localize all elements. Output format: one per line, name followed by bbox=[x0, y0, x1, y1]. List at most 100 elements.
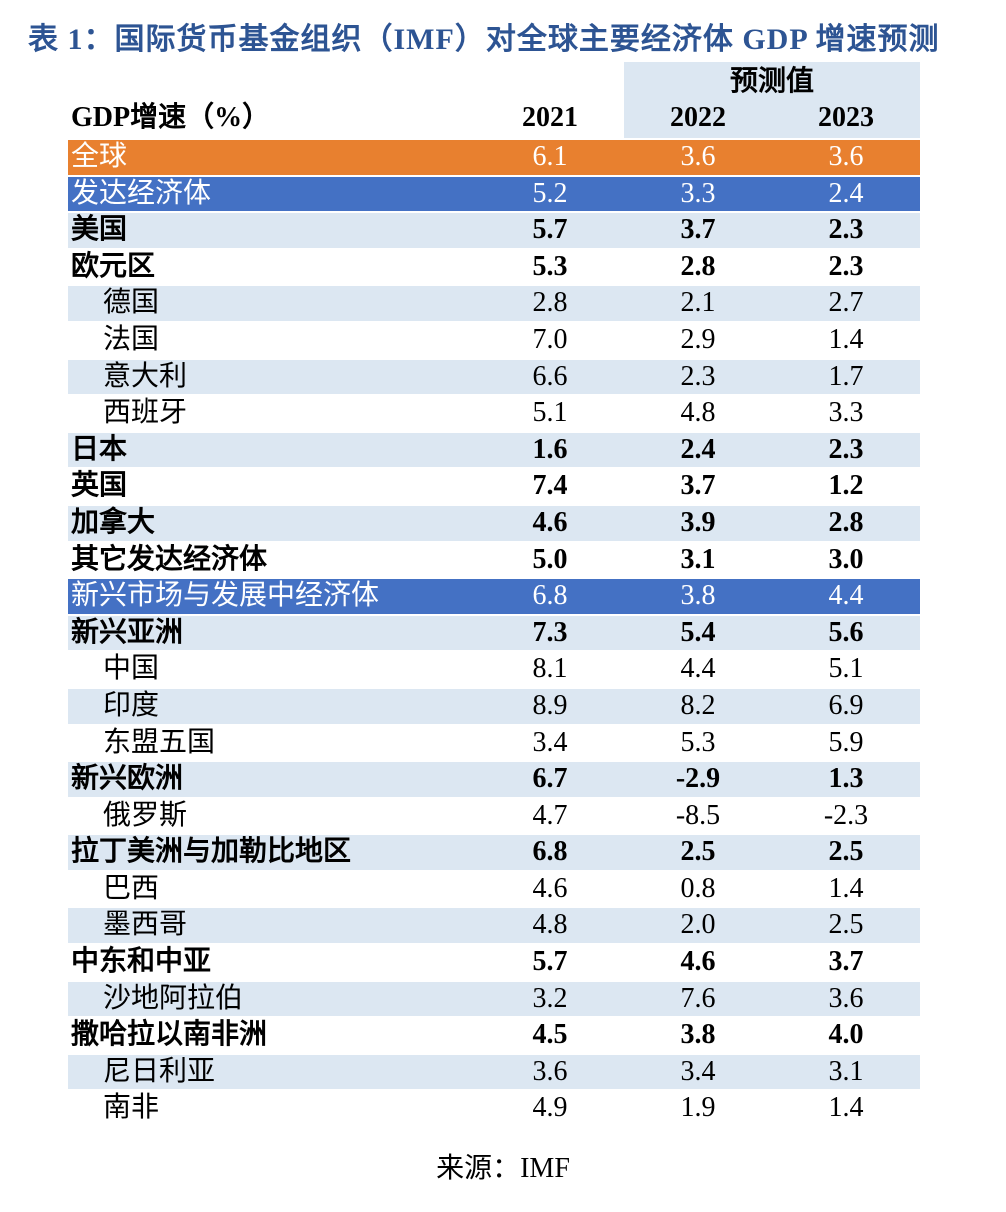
row-value-2023: 2.3 bbox=[828, 433, 864, 465]
table-row: 印度 8.9 8.2 6.9 bbox=[68, 686, 920, 724]
row-label: 撒哈拉以南非洲 bbox=[71, 1019, 268, 1051]
row-value-2022: 5.4 bbox=[680, 616, 716, 648]
row-label: 英国 bbox=[71, 470, 128, 502]
row-value-2022: 1.9 bbox=[680, 1092, 716, 1124]
table-row: 法国 7.0 2.9 1.4 bbox=[68, 320, 920, 358]
table-row: 尼日利亚 3.6 3.4 3.1 bbox=[68, 1052, 920, 1090]
row-value-2021: 7.0 bbox=[532, 323, 568, 355]
row-label: 欧元区 bbox=[71, 250, 156, 282]
row-value-2023: -2.3 bbox=[823, 799, 869, 831]
row-label: 巴西 bbox=[103, 872, 160, 904]
row-value-2023: 3.6 bbox=[828, 982, 864, 1014]
gdp-forecast-table: 预测值 GDP增速（%） 2021 2022 2023 全球 6.1 3.6 3… bbox=[68, 62, 920, 1126]
table-row: 新兴欧洲 6.7 -2.9 1.3 bbox=[68, 760, 920, 797]
row-value-2022: 2.1 bbox=[680, 287, 716, 319]
row-value-2022: -2.9 bbox=[675, 763, 721, 795]
table-row: 中国 8.1 4.4 5.1 bbox=[68, 650, 920, 687]
table-row: 拉丁美洲与加勒比地区 6.8 2.5 2.5 bbox=[68, 833, 920, 870]
row-value-2021: 6.8 bbox=[532, 836, 568, 868]
row-value-2023: 3.3 bbox=[828, 397, 864, 429]
row-value-2022: 4.4 bbox=[680, 653, 716, 685]
row-value-2021: 4.6 bbox=[532, 872, 568, 904]
row-value-2021: 5.7 bbox=[532, 946, 568, 978]
row-value-2022: 2.5 bbox=[680, 836, 716, 868]
row-label: 发达经济体 bbox=[71, 177, 212, 209]
table-row: 其它发达经济体 5.0 3.1 3.0 bbox=[68, 540, 920, 578]
table-row: 沙地阿拉伯 3.2 7.6 3.6 bbox=[68, 979, 920, 1017]
row-value-2023: 5.1 bbox=[828, 653, 864, 685]
row-label: 日本 bbox=[71, 433, 128, 465]
row-value-2022: 4.8 bbox=[680, 397, 716, 429]
row-value-2022: 2.0 bbox=[680, 909, 716, 941]
row-value-2022: 5.3 bbox=[680, 726, 716, 758]
row-value-2022: 2.3 bbox=[680, 360, 716, 392]
row-value-2023: 6.9 bbox=[828, 689, 864, 721]
row-value-2021: 3.4 bbox=[532, 726, 568, 758]
row-value-2021: 1.6 bbox=[532, 433, 568, 465]
row-value-2022: 4.6 bbox=[680, 946, 716, 978]
source-note: 来源：IMF bbox=[436, 1153, 570, 1184]
row-label: 新兴亚洲 bbox=[71, 616, 184, 648]
row-value-2021: 5.7 bbox=[532, 214, 568, 246]
row-label: 拉丁美洲与加勒比地区 bbox=[71, 836, 352, 868]
row-value-2023: 2.7 bbox=[828, 287, 864, 319]
row-value-2021: 6.6 bbox=[532, 360, 568, 392]
row-value-2022: 2.8 bbox=[680, 250, 716, 282]
row-value-2022: 3.3 bbox=[680, 177, 716, 209]
row-value-2021: 5.3 bbox=[532, 250, 568, 282]
forecast-header: 预测值 bbox=[624, 62, 920, 100]
row-value-2023: 3.1 bbox=[828, 1055, 864, 1087]
row-value-2021: 5.1 bbox=[532, 397, 568, 429]
row-value-2021: 7.4 bbox=[532, 470, 568, 502]
row-value-2021: 5.0 bbox=[532, 543, 568, 575]
row-value-2021: 5.2 bbox=[532, 177, 568, 209]
row-value-2021: 4.5 bbox=[532, 1019, 568, 1051]
row-label: 美国 bbox=[71, 214, 128, 246]
table-title: 表 1：国际货币基金组织（IMF）对全球主要经济体 GDP 增速预测 bbox=[28, 23, 940, 56]
row-value-2022: 8.2 bbox=[680, 689, 716, 721]
column-header-row: GDP增速（%） 2021 2022 2023 bbox=[68, 100, 920, 138]
row-label: 加拿大 bbox=[71, 506, 156, 538]
row-label: 西班牙 bbox=[103, 397, 188, 429]
row-value-2023: 3.7 bbox=[828, 946, 864, 978]
table-row: 巴西 4.6 0.8 1.4 bbox=[68, 869, 920, 907]
row-value-2021: 7.3 bbox=[532, 616, 568, 648]
table-row: 欧元区 5.3 2.8 2.3 bbox=[68, 247, 920, 285]
table-row: 西班牙 5.1 4.8 3.3 bbox=[68, 394, 920, 431]
table-row: 全球 6.1 3.6 3.6 bbox=[68, 138, 920, 175]
row-value-2023: 2.3 bbox=[828, 214, 864, 246]
column-header-2023: 2023 bbox=[772, 100, 920, 138]
table-row: 美国 5.7 3.7 2.3 bbox=[68, 211, 920, 248]
table-row: 撒哈拉以南非洲 4.5 3.8 4.0 bbox=[68, 1016, 920, 1053]
row-value-2023: 5.6 bbox=[828, 616, 864, 648]
row-value-2021: 4.9 bbox=[532, 1092, 568, 1124]
row-value-2023: 4.0 bbox=[828, 1019, 864, 1051]
column-header-2022: 2022 bbox=[624, 100, 772, 138]
row-value-2023: 2.3 bbox=[828, 250, 864, 282]
row-label: 其它发达经济体 bbox=[71, 543, 268, 575]
row-label: 印度 bbox=[103, 689, 160, 721]
row-label: 尼日利亚 bbox=[103, 1055, 216, 1087]
row-value-2021: 6.8 bbox=[532, 580, 568, 612]
table-row: 新兴亚洲 7.3 5.4 5.6 bbox=[68, 613, 920, 651]
table-row: 加拿大 4.6 3.9 2.8 bbox=[68, 503, 920, 541]
row-value-2023: 2.5 bbox=[828, 909, 864, 941]
row-value-2023: 1.7 bbox=[828, 360, 864, 392]
row-value-2023: 3.0 bbox=[828, 543, 864, 575]
row-value-2022: 3.7 bbox=[680, 470, 716, 502]
table-row: 墨西哥 4.8 2.0 2.5 bbox=[68, 906, 920, 944]
row-label: 中国 bbox=[103, 653, 160, 685]
row-value-2023: 3.6 bbox=[828, 141, 864, 172]
row-label: 东盟五国 bbox=[103, 726, 216, 758]
row-label: 意大利 bbox=[103, 360, 188, 392]
table-row: 东盟五国 3.4 5.3 5.9 bbox=[68, 723, 920, 761]
row-label: 全球 bbox=[71, 141, 128, 172]
column-header-metric: GDP增速（%） bbox=[71, 102, 271, 133]
forecast-header-row: 预测值 bbox=[68, 62, 920, 100]
row-value-2023: 1.2 bbox=[828, 470, 864, 502]
row-label: 新兴市场与发展中经济体 bbox=[71, 580, 380, 612]
table-row: 日本 1.6 2.4 2.3 bbox=[68, 430, 920, 468]
row-value-2021: 3.2 bbox=[532, 982, 568, 1014]
row-value-2023: 2.4 bbox=[828, 177, 864, 209]
